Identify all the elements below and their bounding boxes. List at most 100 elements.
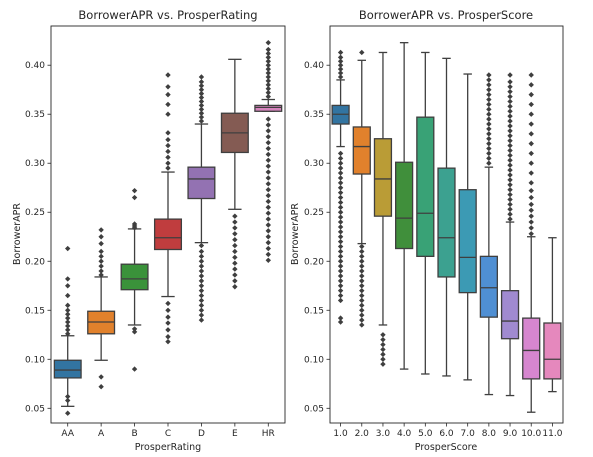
outlier-point (98, 268, 104, 274)
outlier-point (380, 346, 386, 353)
outlier-point (265, 181, 271, 187)
outlier-point (265, 116, 271, 122)
box-5.0 (416, 51, 435, 375)
outlier-point (486, 145, 492, 152)
outlier-point (507, 128, 513, 134)
outlier-point (265, 145, 271, 152)
outlier-point (265, 46, 271, 53)
outlier-point (337, 54, 344, 61)
outlier-point (359, 307, 365, 313)
outlier-point (507, 103, 513, 110)
outlier-point (198, 258, 205, 264)
outlier-point (486, 126, 492, 132)
chart-panel-prosper-rating: BorrowerAPR vs. ProsperRating ProsperRat… (12, 8, 286, 453)
outlier-point (507, 142, 513, 149)
outlier-point (198, 118, 205, 124)
outlier-point (98, 263, 104, 269)
box-body (153, 218, 183, 251)
x-tick-label: A (98, 429, 105, 439)
outlier-point (232, 248, 238, 255)
outlier-point (198, 297, 205, 304)
outlier-point (232, 272, 238, 278)
outlier-point (528, 101, 534, 108)
outlier-point (507, 84, 513, 90)
outlier-point (98, 240, 104, 247)
outlier-point (528, 187, 534, 194)
outlier-point (65, 283, 71, 289)
outlier-point (198, 110, 205, 116)
outlier-point (486, 150, 492, 157)
outlier-point (265, 163, 271, 169)
outlier-point (507, 147, 513, 154)
outlier-point (486, 77, 492, 83)
box-C (153, 72, 183, 345)
outlier-point (131, 221, 138, 227)
x-tick-label: 5.0 (418, 429, 433, 439)
outlier-point (98, 272, 104, 278)
x-tick-label: B (131, 429, 137, 439)
outlier-point (486, 106, 492, 113)
outlier-point (380, 336, 386, 343)
outlier-point (359, 268, 365, 274)
outlier-point (337, 204, 344, 211)
outlier-point (337, 49, 344, 56)
outlier-point (337, 74, 344, 80)
outlier-point (337, 209, 344, 215)
outlier-point (337, 287, 344, 294)
box-6.0 (437, 57, 456, 377)
outlier-point (198, 114, 205, 120)
box-body (522, 317, 541, 380)
outlier-point (265, 74, 271, 80)
outlier-point (359, 273, 365, 279)
outlier-point (359, 297, 365, 304)
outlier-point (337, 150, 344, 157)
outlier-point (337, 278, 344, 284)
outlier-point (507, 191, 513, 198)
outlier-point (507, 123, 513, 129)
outlier-point (131, 326, 138, 332)
outlier-point (486, 111, 492, 117)
box-body (254, 104, 283, 112)
outlier-point (198, 253, 205, 260)
box-body (458, 189, 477, 294)
outlier-point (359, 263, 365, 269)
y-tick-label: 0.20 (304, 257, 324, 267)
outlier-point (165, 320, 171, 326)
outlier-point (98, 253, 104, 260)
outlier-point (232, 225, 238, 231)
outlier-point (337, 219, 344, 225)
outlier-point (198, 278, 205, 284)
outlier-point (528, 150, 534, 157)
outlier-point (507, 196, 513, 203)
outlier-point (265, 187, 271, 193)
outlier-point (265, 169, 271, 175)
box-body (437, 167, 456, 278)
outlier-point (98, 258, 104, 264)
outlier-point (165, 142, 171, 149)
outlier-point (165, 338, 171, 345)
box-body (373, 138, 393, 217)
outlier-point (337, 170, 344, 176)
outlier-point (380, 332, 386, 338)
outlier-point (265, 128, 271, 134)
outlier-point (337, 194, 344, 201)
outlier-point (232, 242, 238, 249)
outlier-point (65, 323, 71, 329)
outlier-point (337, 263, 344, 269)
outlier-point (359, 243, 365, 250)
outlier-point (265, 86, 271, 92)
outlier-point (198, 283, 205, 289)
outlier-point (198, 287, 205, 294)
outlier-point (165, 130, 171, 136)
outlier-point (198, 263, 205, 269)
outlier-point (98, 227, 104, 233)
outlier-point (198, 307, 205, 313)
outlier-point (337, 58, 344, 64)
outlier-point (507, 118, 513, 124)
outlier-point (337, 224, 344, 230)
outlier-point (528, 219, 534, 225)
box-B (120, 187, 149, 372)
outlier-point (165, 84, 171, 90)
outlier-point (131, 329, 138, 335)
